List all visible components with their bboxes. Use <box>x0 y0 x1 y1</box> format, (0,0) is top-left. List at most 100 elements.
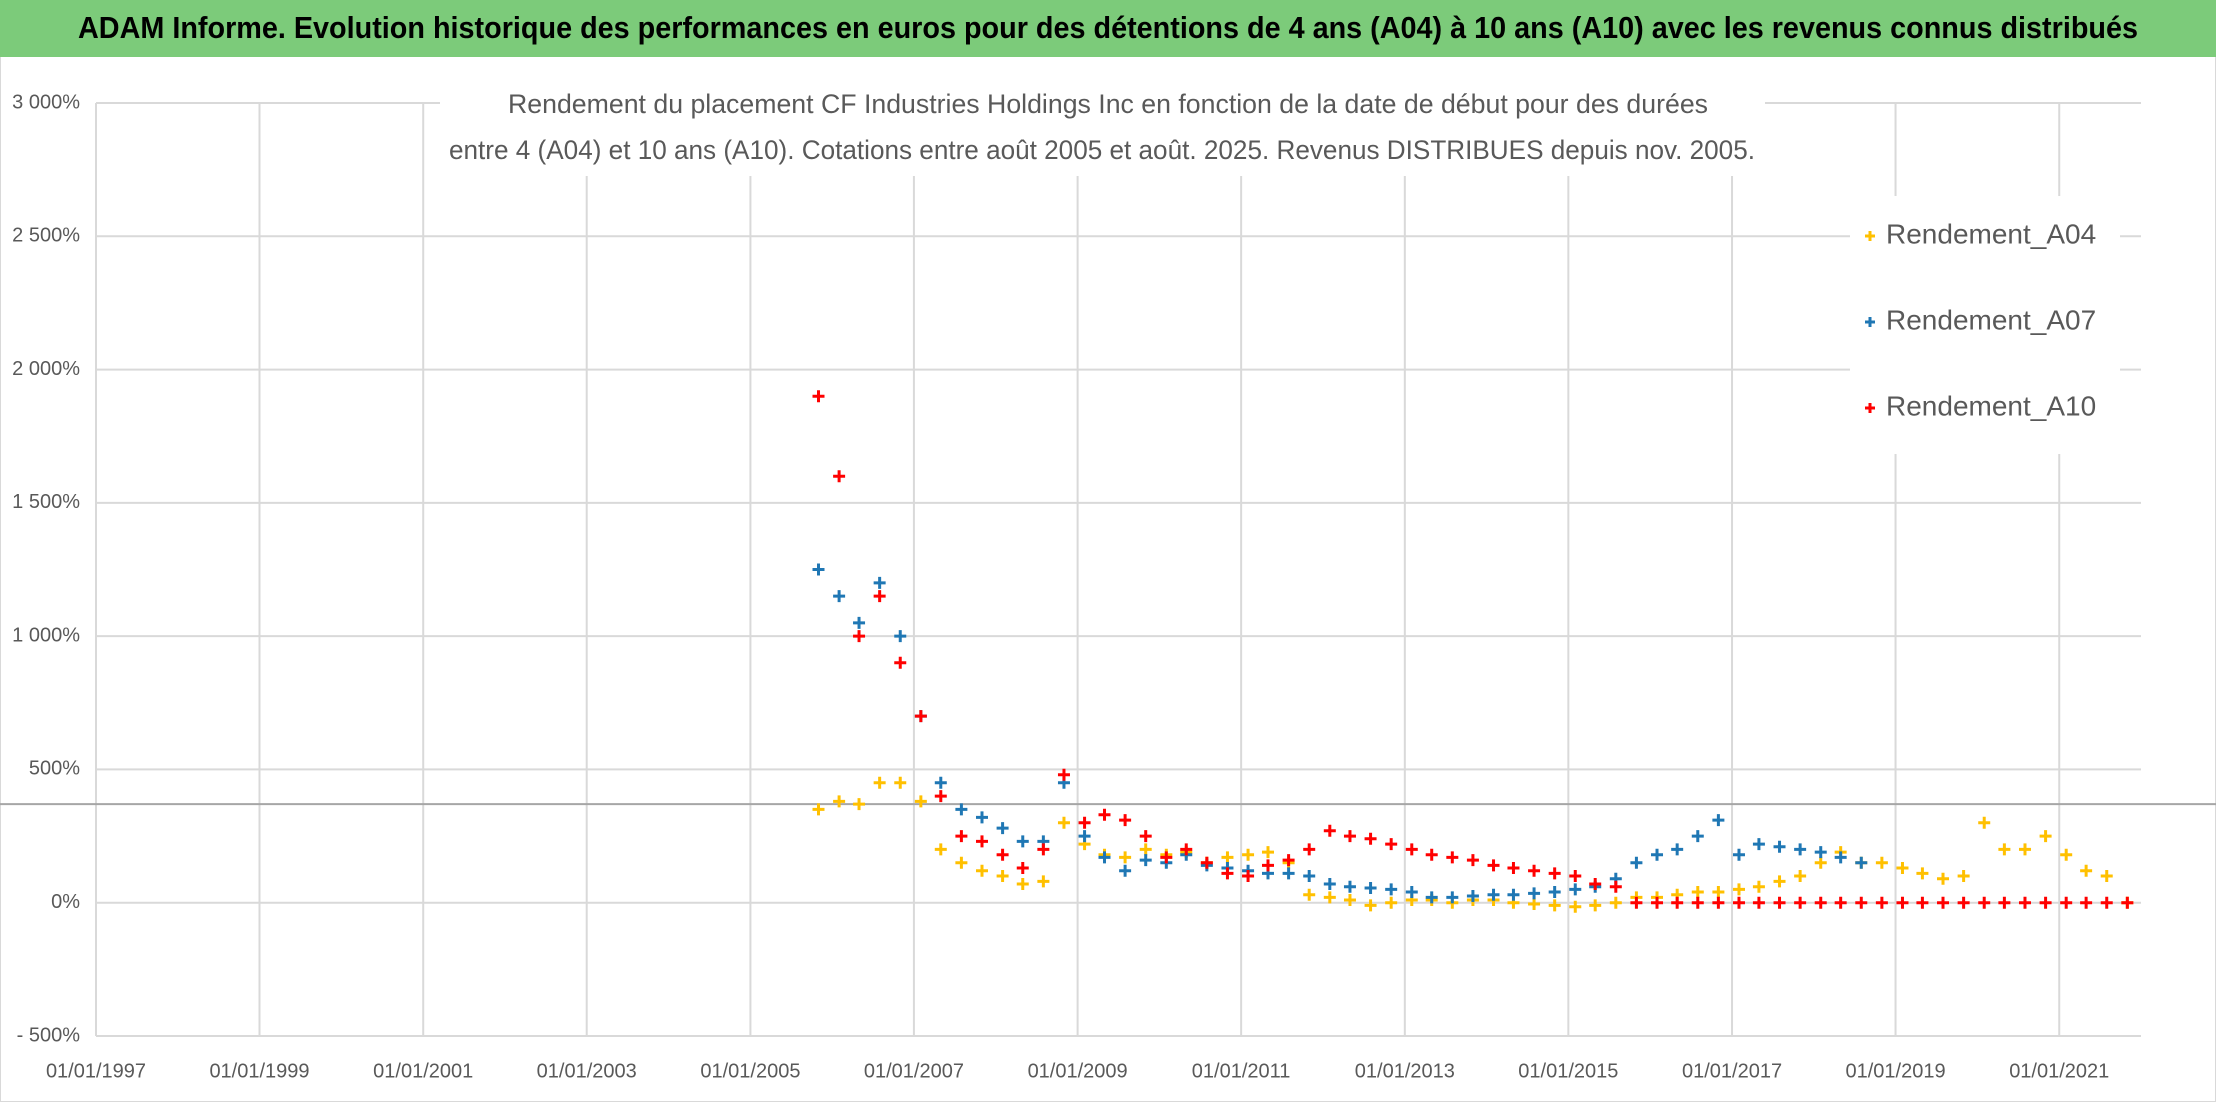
point <box>955 856 968 869</box>
point <box>1875 856 1888 869</box>
legend-label: Rendement_A04 <box>1886 218 2096 249</box>
point <box>1425 848 1438 861</box>
point <box>1139 830 1152 843</box>
point <box>1589 899 1602 912</box>
x-tick-label: 01/01/2009 <box>1028 1060 1128 1082</box>
point <box>1773 840 1786 853</box>
x-tick-label: 01/01/2001 <box>373 1060 473 1082</box>
point <box>1221 851 1234 864</box>
point <box>1016 835 1029 848</box>
point <box>934 776 947 789</box>
y-tick-label: 0% <box>51 891 80 913</box>
chart-subtitle: entre 4 (A04) et 10 ans (A10). Cotations… <box>449 135 1755 165</box>
plot: - 500% 0% 500% 1 000% 1 500% 2 000% 2 500% 3 00… <box>0 91 2216 1082</box>
point <box>1364 882 1377 895</box>
point <box>1732 896 1745 909</box>
point <box>2080 896 2093 909</box>
x-tick-label: 01/01/1999 <box>209 1060 309 1082</box>
legend: Rendement_A04 Rendement_A07 Rendement_A10 <box>1850 196 2120 454</box>
point <box>1732 883 1745 896</box>
point <box>914 795 927 808</box>
x-tick-label: 01/01/2019 <box>1845 1060 1945 1082</box>
point <box>955 803 968 816</box>
point <box>1998 896 2011 909</box>
point <box>1773 896 1786 909</box>
point <box>1016 878 1029 891</box>
point <box>1343 830 1356 843</box>
point <box>1385 896 1398 909</box>
point <box>873 576 886 589</box>
point <box>1528 898 1541 911</box>
point <box>1282 854 1295 867</box>
point <box>1630 896 1643 909</box>
point <box>1037 875 1050 888</box>
point <box>1712 814 1725 827</box>
point <box>1303 843 1316 856</box>
point <box>1139 843 1152 856</box>
point <box>1507 888 1520 901</box>
point <box>1221 867 1234 880</box>
point <box>1712 886 1725 899</box>
y-tick-label: 500% <box>29 758 80 780</box>
point <box>1814 856 1827 869</box>
point <box>1446 851 1459 864</box>
point <box>1385 838 1398 851</box>
point <box>1528 864 1541 877</box>
point <box>1057 816 1070 829</box>
point <box>1814 846 1827 859</box>
point <box>853 630 866 643</box>
point <box>1180 843 1193 856</box>
point <box>1896 862 1909 875</box>
point <box>853 616 866 629</box>
legend-marker <box>1865 317 1875 327</box>
point <box>1630 856 1643 869</box>
point <box>1037 843 1050 856</box>
point <box>1057 768 1070 781</box>
x-tick-label: 01/01/2003 <box>537 1060 637 1082</box>
point <box>1834 851 1847 864</box>
point <box>934 843 947 856</box>
point <box>975 811 988 824</box>
point <box>996 848 1009 861</box>
point <box>1405 886 1418 899</box>
point <box>1814 896 1827 909</box>
point <box>1671 896 1684 909</box>
point <box>1466 854 1479 867</box>
point <box>1937 872 1950 885</box>
point <box>1651 848 1664 861</box>
point <box>1119 851 1132 864</box>
point <box>1242 870 1255 883</box>
point <box>2100 870 2113 883</box>
point <box>1671 843 1684 856</box>
x-tick-label: 01/01/2017 <box>1682 1060 1782 1082</box>
point <box>2121 896 2134 909</box>
point <box>1261 859 1274 872</box>
point <box>1834 896 1847 909</box>
point <box>1978 816 1991 829</box>
point <box>1343 894 1356 907</box>
point <box>1303 870 1316 883</box>
y-tick-label: 1 500% <box>12 491 80 513</box>
point <box>873 776 886 789</box>
point <box>1957 870 1970 883</box>
point <box>2018 896 2031 909</box>
point <box>1794 843 1807 856</box>
point <box>955 830 968 843</box>
point <box>1752 838 1765 851</box>
point <box>1323 878 1336 891</box>
point <box>1242 848 1255 861</box>
point <box>1896 896 1909 909</box>
point <box>812 803 825 816</box>
point <box>1712 896 1725 909</box>
point <box>812 390 825 403</box>
banner: ADAM Informe. Evolution historique des p… <box>78 10 2138 45</box>
point <box>1773 875 1786 888</box>
y-tick-label: 2 000% <box>12 358 80 380</box>
point <box>1343 880 1356 893</box>
point <box>1528 887 1541 900</box>
point <box>2080 864 2093 877</box>
point <box>1160 851 1173 864</box>
x-tick-label: 01/01/2005 <box>700 1060 800 1082</box>
y-tick-label: 2 500% <box>12 225 80 247</box>
